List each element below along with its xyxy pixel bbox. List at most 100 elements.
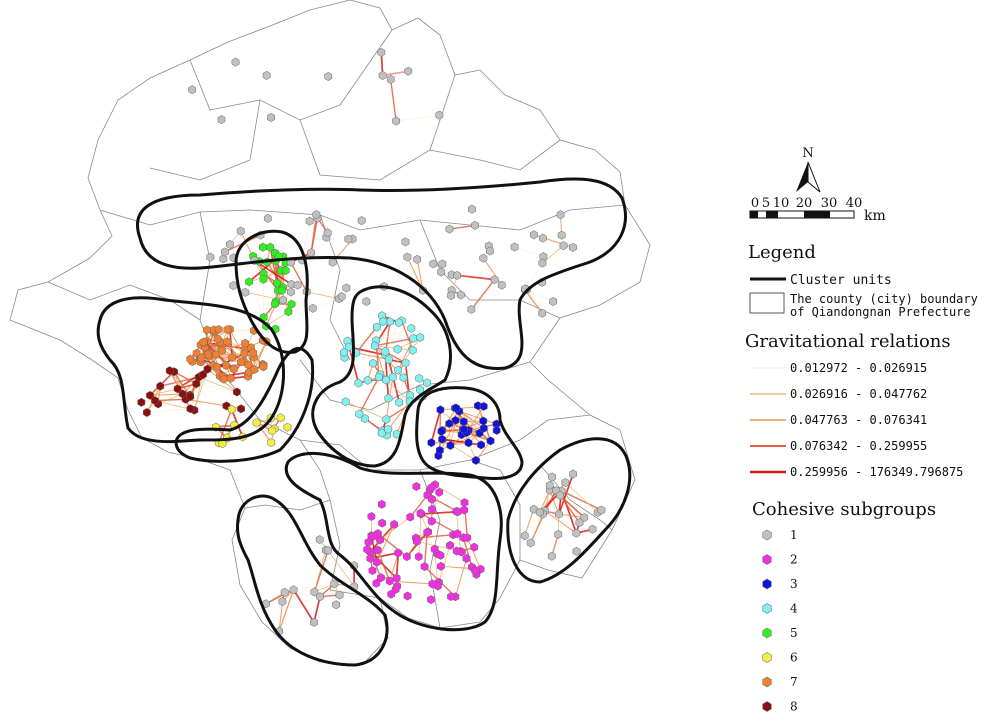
- subgroup-node: [157, 382, 164, 390]
- subgroup-node: [260, 275, 267, 283]
- subgroup-node: [405, 67, 412, 75]
- subgroup-node: [486, 247, 493, 255]
- legend: Legend Cluster units The county (city) b…: [745, 242, 978, 714]
- subgroup-node: [393, 117, 400, 125]
- subgroup-node: [237, 227, 244, 235]
- subgroup-node: [290, 586, 297, 594]
- subgroup-node: [260, 363, 267, 371]
- subgroup-node: [453, 547, 460, 555]
- gravitational-class-label: 0.047763 - 0.076341: [790, 413, 927, 427]
- subgroup-node: [285, 308, 292, 316]
- subgroup-node: [530, 231, 537, 239]
- subgroup-node: [271, 300, 278, 308]
- subgroup-node: [358, 216, 365, 224]
- subgroup-node: [227, 374, 234, 382]
- north-arrow-left-icon: [796, 162, 808, 192]
- subgroup-node: [436, 111, 443, 119]
- subgroup-node: [237, 358, 244, 366]
- subgroup-node: [218, 346, 225, 354]
- subgroup-node: [437, 406, 444, 414]
- subgroup-node: [464, 534, 471, 542]
- scale-tick-30: 30: [821, 196, 838, 211]
- gravitational-edge: [560, 496, 584, 518]
- subgroup-node: [409, 346, 416, 354]
- subgroup-node: [477, 441, 484, 449]
- subgroup-node: [423, 379, 430, 387]
- subgroup-node: [220, 375, 227, 383]
- subgroup-node: [294, 281, 301, 289]
- subgroup-node: [386, 317, 393, 325]
- subgroup-node: [550, 297, 557, 305]
- subgroup-node: [187, 355, 194, 363]
- subgroup-node: [471, 543, 478, 551]
- subgroup-node: [430, 260, 437, 268]
- subgroup-node: [378, 429, 385, 437]
- subgroup-node: [288, 300, 295, 308]
- subgroup-node: [402, 359, 409, 367]
- subgroup-node: [385, 355, 392, 363]
- subgroup-node: [223, 361, 230, 369]
- subgroup-node: [429, 580, 436, 588]
- subgroup-node: [324, 229, 331, 237]
- subgroup-node: [310, 618, 317, 626]
- north-arrow-right-icon: [808, 162, 820, 192]
- subgroup-node: [213, 363, 220, 371]
- subgroup-node: [465, 439, 472, 447]
- subgroup-node: [241, 350, 248, 358]
- subgroup-node: [395, 318, 402, 326]
- subgroup-node: [385, 394, 392, 402]
- subgroup-node: [428, 505, 435, 513]
- subgroup-node: [373, 579, 380, 587]
- subgroup-node: [555, 530, 562, 538]
- subgroup-node: [557, 211, 564, 219]
- subgroup-node: [454, 530, 461, 538]
- subgroup-node: [355, 379, 362, 387]
- subgroup-node: [264, 214, 271, 222]
- gravitational-edge: [375, 338, 414, 345]
- subgroup-node: [439, 260, 446, 268]
- subgroup-node: [242, 339, 249, 347]
- subgroup-node: [308, 249, 315, 257]
- subgroup-node: [460, 418, 467, 426]
- subgroup-node: [562, 478, 569, 486]
- subgroup-label: 3: [790, 577, 798, 591]
- subgroup-node: [378, 500, 385, 508]
- subgroup-node: [204, 350, 211, 358]
- subgroup-node: [446, 225, 453, 233]
- subgroup-node: [392, 585, 399, 593]
- subgroup-node: [453, 404, 460, 412]
- subgroup-node: [316, 593, 323, 601]
- subgroup-node: [446, 541, 453, 549]
- subgroup-node: [267, 113, 274, 121]
- subgroup-node: [463, 554, 470, 562]
- subgroup-node: [187, 405, 194, 413]
- subgroup-node: [555, 510, 562, 518]
- gravitational-edge: [515, 247, 544, 257]
- subgroup-node: [436, 446, 443, 454]
- subgroup-node: [539, 259, 546, 267]
- subgroup-node: [138, 398, 145, 406]
- north-arrow: N: [796, 146, 820, 192]
- subgroup-node: [407, 513, 414, 521]
- subgroup-node: [417, 509, 424, 517]
- subgroup-label: 4: [790, 602, 798, 616]
- gravitational-edge: [531, 514, 543, 543]
- subgroup-node: [324, 546, 331, 554]
- subgroup-node: [338, 292, 345, 300]
- subgroup-swatch-icon: [763, 653, 772, 663]
- gravitational-title: Gravitational relations: [745, 331, 951, 352]
- subgroup-node: [413, 482, 420, 490]
- gravitational-edge: [391, 79, 396, 121]
- county-line: [430, 140, 560, 170]
- subgroup-node: [576, 518, 583, 526]
- subgroup-node: [402, 238, 409, 246]
- county-boundary-swatch: [750, 293, 784, 313]
- subgroup-node: [207, 253, 214, 261]
- subgroup-node: [267, 243, 274, 251]
- subgroup-node: [413, 537, 420, 545]
- subgroup-node: [382, 376, 389, 384]
- county-line: [150, 100, 260, 180]
- subgroup-node: [232, 58, 239, 66]
- subgroup-node: [394, 345, 401, 353]
- subgroup-node: [187, 393, 194, 401]
